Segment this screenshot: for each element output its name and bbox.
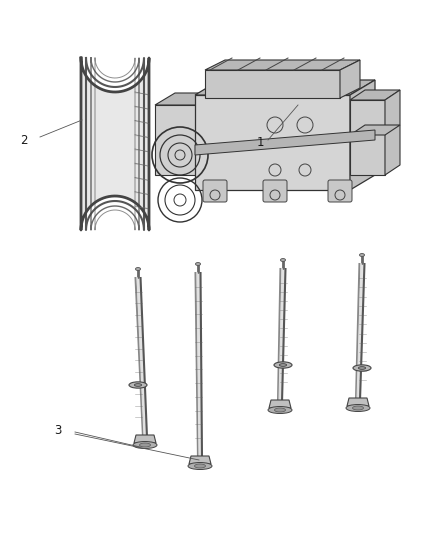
Ellipse shape — [268, 407, 292, 414]
Ellipse shape — [188, 463, 212, 470]
Polygon shape — [155, 93, 223, 105]
Ellipse shape — [139, 443, 151, 447]
Ellipse shape — [360, 254, 364, 256]
Polygon shape — [195, 95, 350, 190]
Polygon shape — [195, 130, 375, 155]
Ellipse shape — [129, 382, 147, 388]
Polygon shape — [134, 435, 156, 443]
Polygon shape — [269, 400, 291, 408]
Ellipse shape — [133, 441, 157, 448]
Ellipse shape — [346, 405, 370, 411]
Ellipse shape — [195, 262, 201, 265]
Polygon shape — [350, 80, 375, 190]
Polygon shape — [347, 398, 369, 406]
Ellipse shape — [279, 364, 286, 366]
Ellipse shape — [134, 384, 141, 386]
Polygon shape — [340, 60, 360, 98]
Polygon shape — [205, 60, 360, 70]
FancyBboxPatch shape — [203, 180, 227, 202]
Ellipse shape — [135, 268, 141, 271]
Ellipse shape — [353, 406, 364, 410]
Polygon shape — [81, 58, 149, 230]
Polygon shape — [350, 125, 400, 135]
Ellipse shape — [274, 362, 292, 368]
Ellipse shape — [194, 464, 205, 468]
Polygon shape — [350, 100, 385, 175]
Polygon shape — [205, 70, 340, 98]
Polygon shape — [203, 93, 223, 175]
Text: 2: 2 — [20, 133, 28, 147]
Ellipse shape — [358, 367, 366, 369]
Polygon shape — [155, 105, 203, 175]
Ellipse shape — [275, 408, 286, 412]
Polygon shape — [350, 90, 400, 100]
FancyBboxPatch shape — [328, 180, 352, 202]
Text: 1: 1 — [256, 136, 264, 149]
Text: 3: 3 — [54, 424, 62, 437]
Ellipse shape — [280, 259, 286, 262]
Polygon shape — [385, 90, 400, 175]
Polygon shape — [189, 456, 211, 464]
Polygon shape — [195, 80, 375, 95]
FancyBboxPatch shape — [263, 180, 287, 202]
Ellipse shape — [353, 365, 371, 371]
